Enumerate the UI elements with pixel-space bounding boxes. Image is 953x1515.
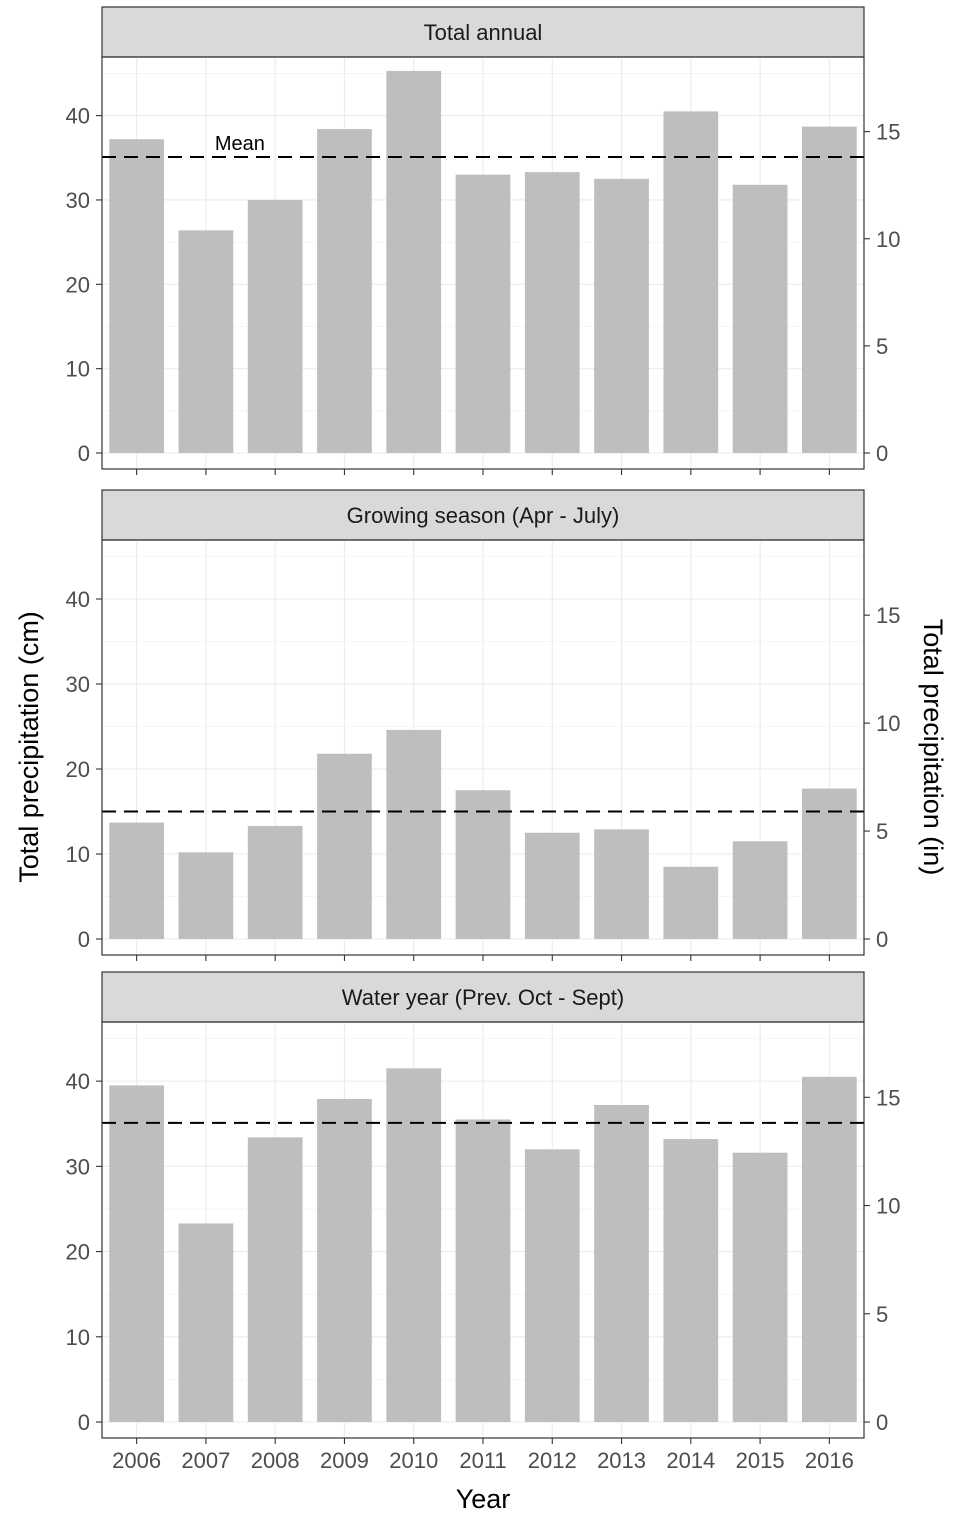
bar-2008 xyxy=(247,199,303,453)
x-tick-label-2013: 2013 xyxy=(597,1448,646,1473)
y-tick-label-right: 5 xyxy=(876,334,888,359)
x-axis-title: Year xyxy=(456,1484,511,1514)
x-tick-label-2016: 2016 xyxy=(805,1448,854,1473)
bar-2011 xyxy=(455,174,511,454)
bar-2014 xyxy=(663,111,719,454)
bar-2010 xyxy=(386,1068,442,1422)
bar-2013 xyxy=(594,1104,649,1422)
y-tick-label-right: 5 xyxy=(876,1302,888,1327)
panel-strip-title: Total annual xyxy=(424,20,543,45)
y-tick-label-left: 20 xyxy=(66,757,90,782)
panel-strip xyxy=(101,6,865,58)
bar-2012 xyxy=(524,1149,580,1422)
bar-2012 xyxy=(524,172,580,453)
bar-2014 xyxy=(663,866,719,939)
x-tick-label-2010: 2010 xyxy=(389,1448,438,1473)
bar-2006 xyxy=(109,139,164,454)
y-tick-label-left: 10 xyxy=(66,1325,90,1350)
y-tick-label-right: 0 xyxy=(876,927,888,952)
panel-strip-title: Water year (Prev. Oct - Sept) xyxy=(342,985,624,1010)
y-tick-label-right: 10 xyxy=(876,711,900,736)
panel-1: Total annual Mean 0 10 20 30 40 0 5 10 15 xyxy=(66,6,900,475)
y-tick-label-left: 0 xyxy=(78,1410,90,1435)
x-tick-label-2009: 2009 xyxy=(320,1448,369,1473)
bar-2007 xyxy=(178,1223,234,1422)
bar-2015 xyxy=(732,1152,788,1422)
y-tick-label-left: 40 xyxy=(66,104,90,129)
y-tick-label-left: 20 xyxy=(66,1240,90,1265)
y-axis-title-right: Total precipitation (in) xyxy=(918,619,948,876)
x-tick-label-2008: 2008 xyxy=(251,1448,300,1473)
bar-2009 xyxy=(317,129,372,453)
bar-2006 xyxy=(109,822,164,939)
panel-strip-title: Growing season (Apr - July) xyxy=(347,503,620,528)
y-tick-label-left: 10 xyxy=(66,842,90,867)
bar-2006 xyxy=(109,1085,164,1422)
y-tick-label-left: 40 xyxy=(66,1069,90,1094)
bar-2008 xyxy=(247,1137,303,1422)
y-tick-label-right: 10 xyxy=(876,1194,900,1219)
panel-strip xyxy=(101,971,865,1023)
x-tick-label-2011: 2011 xyxy=(459,1448,506,1473)
y-tick-label-right: 10 xyxy=(876,227,900,252)
x-tick-label-2006: 2006 xyxy=(112,1448,161,1473)
bar-2013 xyxy=(594,178,649,453)
bar-2016 xyxy=(802,788,857,939)
y-tick-label-left: 30 xyxy=(66,1154,90,1179)
y-tick-label-right: 15 xyxy=(876,1085,900,1110)
y-tick-label-right: 0 xyxy=(876,441,888,466)
y-tick-label-left: 10 xyxy=(66,357,90,382)
y-tick-label-right: 5 xyxy=(876,819,888,844)
bar-2014 xyxy=(663,1139,719,1422)
bar-2008 xyxy=(247,825,303,939)
y-tick-label-left: 0 xyxy=(78,441,90,466)
bar-2011 xyxy=(455,790,511,939)
bar-2015 xyxy=(732,841,788,939)
y-tick-label-left: 30 xyxy=(66,188,90,213)
bar-2009 xyxy=(317,753,372,939)
bar-2010 xyxy=(386,70,442,453)
y-tick-label-right: 15 xyxy=(876,120,900,145)
bar-2016 xyxy=(802,126,857,453)
bar-2011 xyxy=(455,1119,511,1422)
y-tick-label-left: 0 xyxy=(78,927,90,952)
x-tick-label-2015: 2015 xyxy=(736,1448,785,1473)
y-tick-label-left: 40 xyxy=(66,587,90,612)
bar-2007 xyxy=(178,230,234,453)
bar-2013 xyxy=(594,829,649,939)
bar-2010 xyxy=(386,729,442,939)
y-tick-label-right: 0 xyxy=(876,1410,888,1435)
x-tick-label-2007: 2007 xyxy=(181,1448,230,1473)
panel-3: Water year (Prev. Oct - Sept) 0 10 20 30 40 0 5… xyxy=(66,971,900,1473)
mean-label: Mean xyxy=(215,133,265,155)
y-tick-label-right: 15 xyxy=(876,603,900,628)
panel-strip xyxy=(101,489,865,541)
y-tick-label-left: 30 xyxy=(66,672,90,697)
bar-2009 xyxy=(317,1099,372,1422)
bar-2015 xyxy=(732,184,788,453)
y-tick-label-left: 20 xyxy=(66,272,90,297)
bar-2012 xyxy=(524,832,580,939)
bar-2016 xyxy=(802,1076,857,1422)
panel-2: Growing season (Apr - July) 0 10 20 30 40 0 5 10… xyxy=(66,489,900,961)
x-tick-label-2012: 2012 xyxy=(528,1448,577,1473)
y-axis-title-left: Total precipitation (cm) xyxy=(14,611,44,883)
x-tick-label-2014: 2014 xyxy=(666,1448,715,1473)
bar-2007 xyxy=(178,852,234,939)
